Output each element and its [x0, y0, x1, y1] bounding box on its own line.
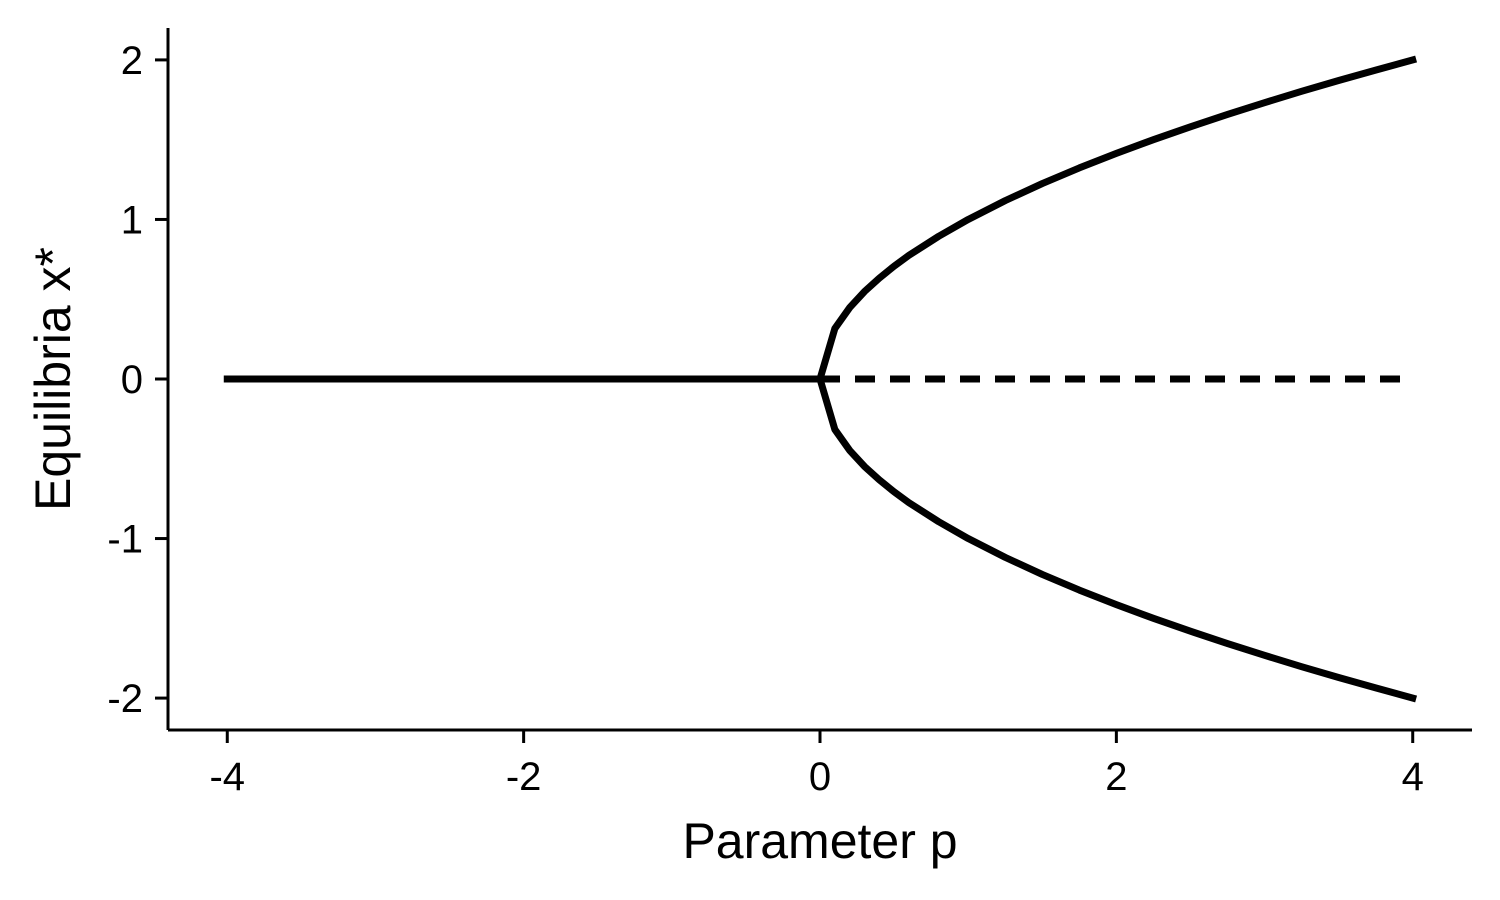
y-axis-title: Equilibria x* — [25, 247, 81, 511]
x-tick-label: 4 — [1402, 755, 1424, 799]
series-layer — [223, 55, 1418, 703]
series-line-4-stable — [815, 374, 1418, 703]
x-axis-title: Parameter p — [682, 813, 957, 869]
y-ticks: -2 -1 0 1 2 — [107, 39, 168, 721]
series-line-3-stable — [815, 55, 1418, 384]
y-tick-label: 2 — [121, 39, 143, 83]
x-tick-label: 0 — [809, 755, 831, 799]
y-tick-label: 0 — [121, 358, 143, 402]
x-ticks: -4 -2 0 2 4 — [209, 730, 1424, 799]
x-tick-label: -4 — [209, 755, 245, 799]
y-tick-label: 1 — [121, 198, 143, 242]
y-tick-label: -1 — [107, 518, 143, 562]
x-tick-label: -2 — [506, 755, 542, 799]
x-tick-label: 2 — [1105, 755, 1127, 799]
y-tick-label: -2 — [107, 677, 143, 721]
